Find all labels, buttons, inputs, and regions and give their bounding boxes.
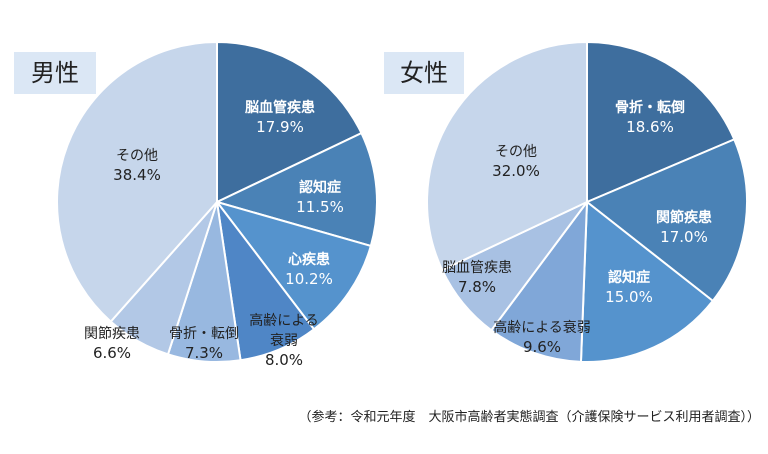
slice-label-male-5: 関節疾患 6.6%	[84, 325, 140, 362]
slice-label-male-0: 脳血管疾患 17.9%	[245, 99, 315, 136]
slice-value-male-4: 7.3%	[185, 344, 223, 362]
pie-slice-female-2	[579, 200, 715, 363]
slice-value-female-3: 9.6%	[523, 338, 561, 356]
chart-title-male: 男性	[14, 52, 96, 94]
pie-male: 脳血管疾患 17.9% 認知症 11.5% 心疾患 10.2% 高齢による衰弱 8.0% 骨折・…	[56, 40, 378, 369]
slice-name-female-5: その他	[495, 144, 537, 160]
slice-name-male-0: 脳血管疾患	[245, 99, 315, 116]
slice-name-female-4: 脳血管疾患	[442, 260, 512, 276]
slice-label-male-2: 心疾患 10.2%	[285, 251, 333, 288]
slice-value-male-5: 6.6%	[93, 344, 131, 362]
slice-label-male-4: 骨折・転倒 7.3%	[169, 326, 239, 362]
slice-value-male-6: 38.4%	[113, 166, 161, 184]
slice-value-female-5: 32.0%	[492, 162, 540, 180]
slice-name-male-5: 関節疾患	[84, 325, 140, 342]
slice-value-female-4: 7.8%	[458, 278, 496, 296]
slice-label-female-0: 骨折・転倒 18.6%	[615, 99, 685, 136]
slice-name-female-3: 高齢による衰弱	[493, 319, 591, 336]
slice-name-female-0: 骨折・転倒	[615, 99, 685, 116]
pie-slice-male-0	[216, 40, 363, 204]
slice-name-female-1: 関節疾患	[656, 209, 712, 226]
slice-label-female-4: 脳血管疾患 7.8%	[442, 260, 512, 296]
slice-label-female-1: 関節疾患 17.0%	[656, 209, 712, 246]
pie-slice-female-1	[585, 138, 748, 303]
slice-value-female-2: 15.0%	[605, 288, 653, 306]
pie-slice-male-6	[56, 40, 218, 324]
chart-title-female: 女性	[384, 52, 464, 94]
pie-slice-female-0	[586, 40, 736, 204]
slice-value-male-1: 11.5%	[296, 198, 344, 216]
slice-label-male-1: 認知症 11.5%	[296, 179, 344, 216]
slice-name-male-1: 認知症	[299, 179, 341, 196]
pie-female: 骨折・転倒 18.6% 関節疾患 17.0% 認知症 15.0% 高齢による衰弱 9.6% 脳血…	[426, 40, 748, 363]
slice-label-female-3: 高齢による衰弱 9.6%	[493, 319, 591, 356]
slice-label-male-6: その他 38.4%	[113, 148, 161, 184]
slice-value-male-3: 8.0%	[265, 351, 303, 369]
pie-slice-male-2	[214, 200, 373, 331]
slice-name-part-male-3-0: 高齢による	[249, 312, 319, 329]
slice-value-male-0: 17.9%	[256, 118, 304, 136]
slice-name-male-6: その他	[116, 148, 158, 164]
pie-slice-female-3	[489, 198, 589, 363]
slice-name-male-2: 心疾患	[288, 251, 330, 268]
slice-label-female-2: 認知症 15.0%	[605, 269, 653, 306]
pie-slice-male-1	[214, 131, 378, 248]
slice-name-male-4: 骨折・転倒	[169, 326, 239, 342]
slice-name-part-male-3-1: 衰弱	[270, 332, 298, 349]
source-note: （参考：令和元年度 大阪市高齢者実態調査（介護保険サービス利用者調査））	[298, 410, 760, 425]
slice-label-female-5: その他 32.0%	[492, 144, 540, 180]
slice-value-male-2: 10.2%	[285, 270, 333, 288]
slice-name-female-2: 認知症	[608, 269, 650, 286]
slice-value-female-0: 18.6%	[626, 118, 674, 136]
slice-label-male-3: 高齢による衰弱 8.0%	[249, 312, 319, 369]
slice-value-female-1: 17.0%	[660, 228, 708, 246]
pie-slice-female-5	[426, 40, 588, 272]
